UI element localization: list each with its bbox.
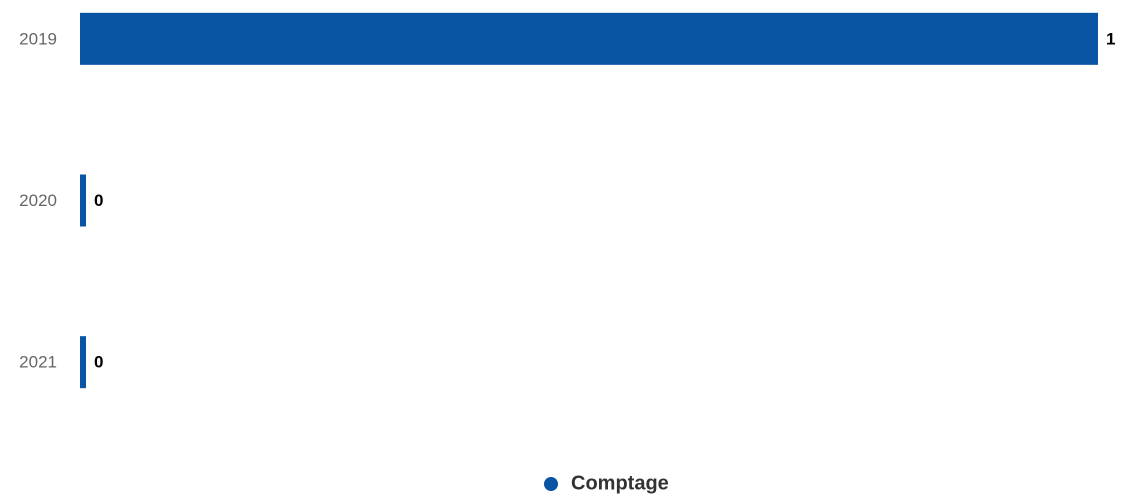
data-label: 0 (94, 353, 103, 372)
data-label: 0 (94, 191, 103, 210)
y-tick-label: 2020 (19, 191, 57, 210)
data-label: 1 (1106, 29, 1115, 48)
bar (80, 174, 86, 227)
legend-marker (544, 477, 558, 491)
bar (80, 12, 1098, 65)
bar (80, 336, 86, 389)
legend-label: Comptage (571, 472, 669, 494)
y-tick-label: 2021 (19, 353, 57, 372)
y-tick-label: 2019 (19, 29, 57, 48)
